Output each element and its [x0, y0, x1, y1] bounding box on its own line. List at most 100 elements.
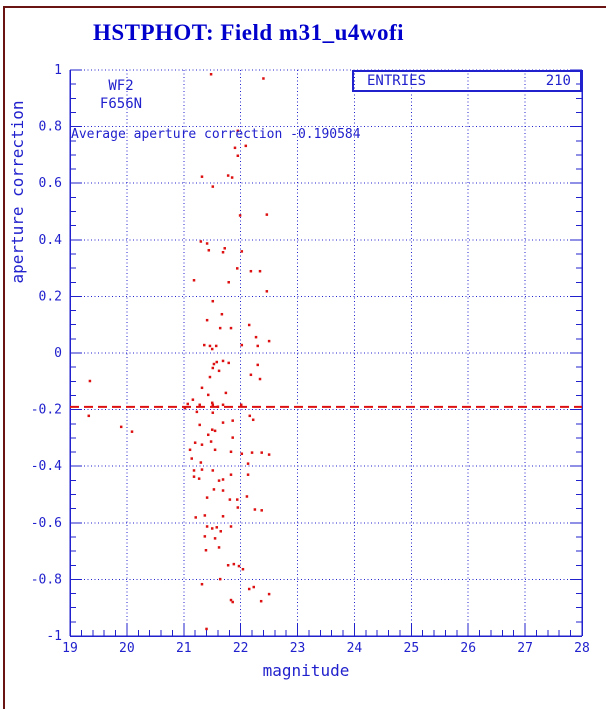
data-point	[265, 213, 269, 216]
data-point	[211, 299, 215, 303]
data-point	[258, 269, 262, 273]
tick-label-y--0.2: -0.2	[31, 403, 62, 418]
data-point	[226, 174, 230, 177]
data-point	[192, 475, 196, 478]
y-axis-title: aperture correction	[8, 100, 27, 284]
data-point	[236, 267, 239, 270]
data-point	[221, 359, 225, 363]
data-point	[206, 393, 210, 397]
data-point	[224, 391, 228, 395]
data-point	[208, 344, 212, 348]
data-point	[265, 290, 269, 293]
data-point	[227, 361, 230, 365]
data-point	[188, 448, 192, 452]
data-point	[200, 582, 204, 586]
data-point	[260, 509, 263, 512]
data-point	[197, 477, 201, 480]
tick-label-x-25: 25	[404, 641, 420, 656]
data-point	[223, 247, 226, 250]
data-point	[229, 326, 233, 330]
data-point	[130, 430, 134, 433]
data-point	[199, 461, 203, 464]
data-point	[210, 527, 214, 530]
data-point	[205, 525, 209, 528]
data-point	[200, 386, 204, 390]
data-point	[220, 312, 224, 316]
data-point	[252, 585, 256, 589]
data-point	[200, 443, 204, 446]
entries-label: ENTRIES	[367, 73, 427, 89]
data-point	[208, 375, 212, 379]
data-point	[253, 508, 257, 511]
data-point	[211, 403, 215, 407]
data-point	[198, 423, 201, 427]
data-point	[199, 240, 203, 243]
data-point	[231, 600, 234, 604]
data-point	[183, 406, 187, 410]
data-point	[256, 363, 259, 367]
data-point	[210, 428, 214, 431]
data-point	[217, 369, 221, 373]
data-point	[219, 530, 223, 533]
data-point	[221, 403, 225, 407]
data-point	[203, 343, 206, 347]
data-point	[262, 77, 265, 80]
data-point	[241, 567, 245, 571]
tick-label-x-24: 24	[347, 641, 363, 656]
data-point	[210, 401, 214, 405]
page-title: HSTPHOT: Field m31_u4wofi	[92, 20, 405, 45]
average-correction-annotation: Average aperture correction -0.190584	[71, 127, 361, 142]
data-point	[214, 344, 218, 348]
data-point	[217, 546, 221, 549]
data-point	[207, 249, 211, 252]
data-point	[205, 318, 209, 322]
data-point	[212, 488, 216, 491]
data-point	[240, 452, 244, 455]
data-point	[216, 405, 220, 409]
data-point	[205, 496, 209, 499]
tick-label-y-0.8: 0.8	[39, 120, 62, 135]
data-point	[212, 362, 216, 366]
data-point	[192, 469, 196, 472]
data-point	[213, 537, 217, 540]
data-point	[195, 410, 199, 414]
window-frame-left	[3, 6, 5, 709]
data-point	[267, 453, 271, 456]
tick-label-y-0.6: 0.6	[39, 176, 62, 191]
data-point	[240, 343, 244, 347]
entries-value: 210	[545, 73, 571, 89]
data-point	[200, 175, 204, 178]
data-point	[228, 498, 232, 501]
data-point	[213, 429, 217, 433]
data-point	[229, 525, 233, 528]
data-point	[249, 269, 253, 273]
data-point	[239, 403, 243, 407]
data-point	[250, 451, 254, 454]
data-point	[260, 451, 263, 454]
data-point	[209, 440, 213, 443]
data-point	[231, 419, 234, 422]
data-point	[205, 627, 208, 631]
tick-label-x-19: 19	[62, 641, 78, 656]
tick-label-x-26: 26	[460, 641, 476, 656]
data-point	[226, 564, 230, 567]
data-point	[206, 433, 210, 437]
data-point	[259, 599, 263, 603]
data-point	[221, 421, 225, 424]
entries-stats-box: ENTRIES 210	[352, 70, 582, 92]
data-point	[251, 418, 255, 422]
data-point	[249, 373, 253, 377]
data-point	[213, 448, 217, 452]
data-point	[211, 411, 215, 414]
data-point	[193, 441, 197, 444]
data-point	[215, 526, 219, 529]
tick-label-x-23: 23	[290, 641, 306, 656]
data-point	[240, 250, 244, 253]
data-point	[236, 154, 240, 157]
data-point	[245, 495, 249, 498]
data-point	[200, 468, 204, 471]
data-point	[247, 587, 251, 591]
data-point	[229, 473, 233, 476]
data-point	[221, 478, 225, 481]
